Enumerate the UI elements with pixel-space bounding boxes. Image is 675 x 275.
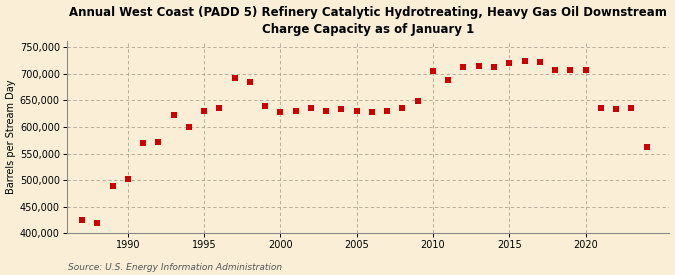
Point (168, 113, 179, 117)
Point (107, 184, 118, 189)
Point (549, 68, 560, 72)
Point (336, 107, 347, 112)
Point (214, 106, 225, 111)
Point (641, 144, 652, 149)
Point (473, 64, 484, 68)
Point (489, 65, 500, 70)
Point (351, 109, 362, 113)
Point (535, 60, 545, 64)
Title: Annual West Coast (PADD 5) Refinery Catalytic Hydrotreating, Heavy Gas Oil Downs: Annual West Coast (PADD 5) Refinery Cata… (69, 6, 667, 35)
Point (260, 103, 271, 108)
Point (230, 75, 240, 80)
Point (427, 68, 438, 73)
Point (519, 58, 530, 63)
Point (397, 106, 408, 111)
Point (275, 110, 286, 114)
Y-axis label: Barrels per Stream Day: Barrels per Stream Day (5, 80, 16, 194)
Point (153, 140, 164, 144)
Point (458, 65, 469, 70)
Point (290, 109, 301, 113)
Point (367, 110, 377, 114)
Point (122, 177, 133, 181)
Point (138, 141, 148, 145)
Point (244, 79, 255, 84)
Point (595, 106, 606, 111)
Point (580, 68, 591, 72)
Point (321, 109, 331, 113)
Point (565, 68, 576, 72)
Point (92, 221, 103, 225)
Point (77, 218, 88, 222)
Point (382, 109, 393, 113)
Text: Source: U.S. Energy Information Administration: Source: U.S. Energy Information Administ… (68, 263, 281, 272)
Point (184, 125, 194, 129)
Point (611, 107, 622, 112)
Point (412, 99, 423, 104)
Point (198, 109, 209, 113)
Point (306, 106, 317, 111)
Point (443, 78, 454, 82)
Point (504, 61, 514, 65)
Point (626, 106, 637, 111)
